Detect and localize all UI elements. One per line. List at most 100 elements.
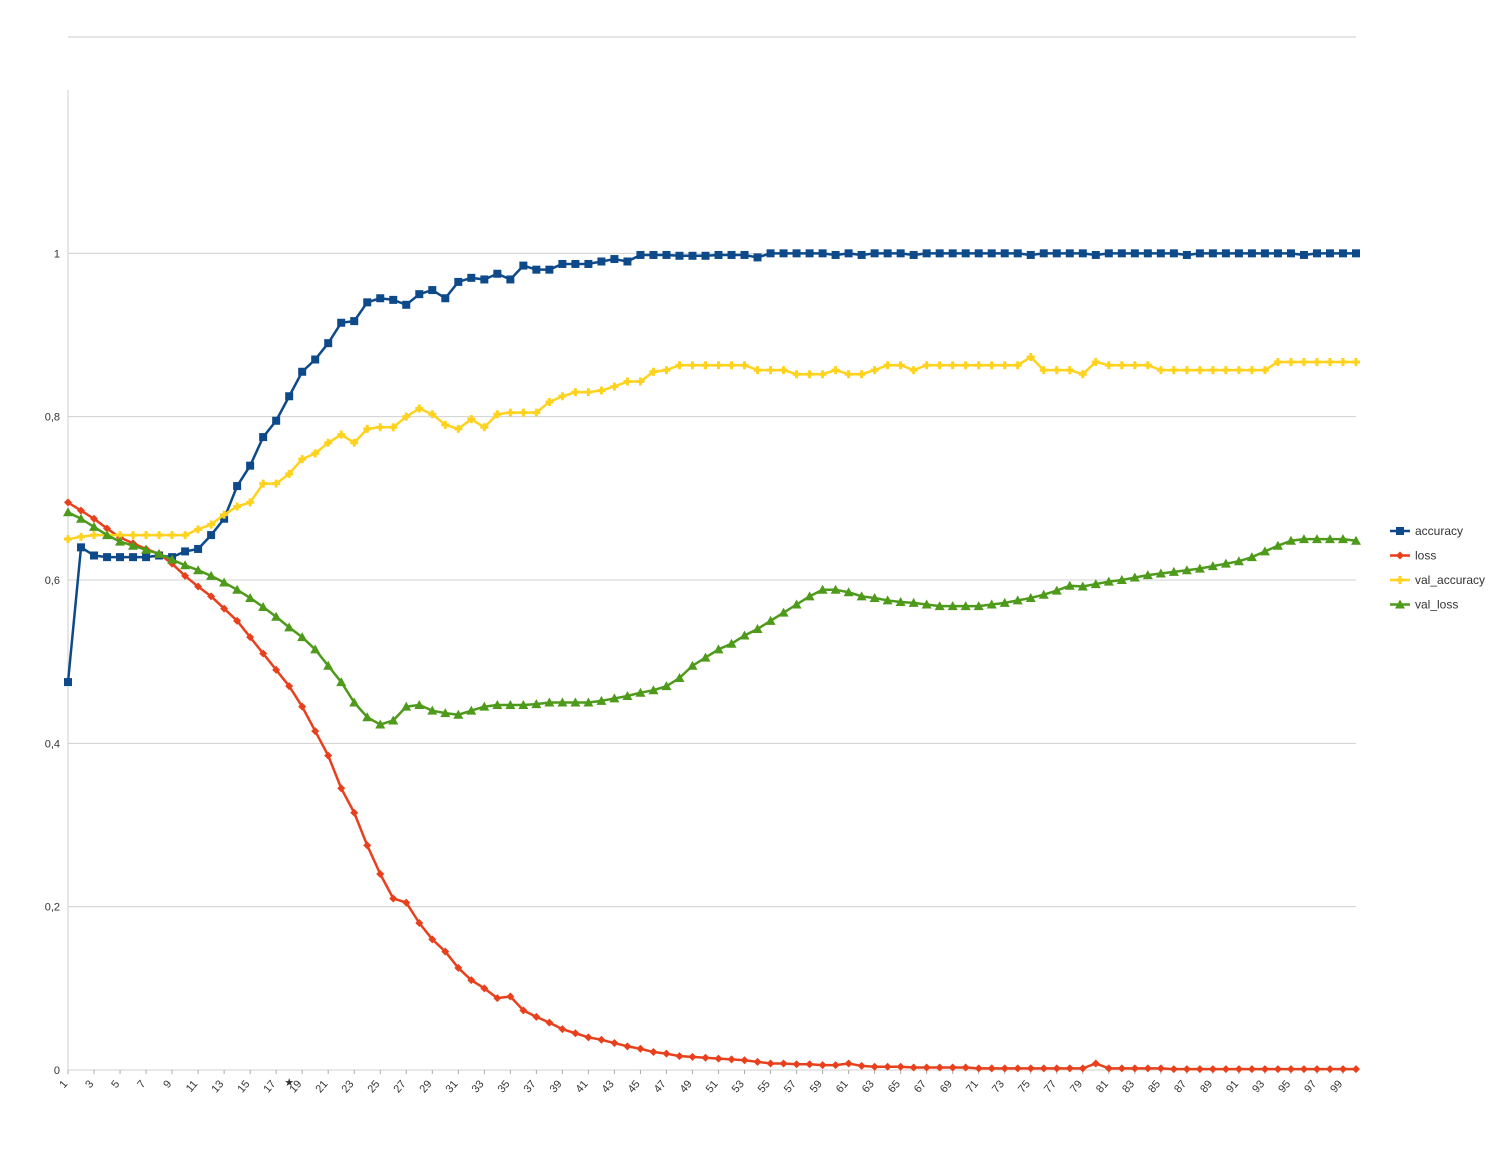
data-point-val-accuracy xyxy=(337,430,346,439)
data-point-val-accuracy xyxy=(532,408,541,417)
data-point-accuracy xyxy=(519,261,528,270)
data-point-loss xyxy=(415,919,424,927)
data-point-accuracy xyxy=(922,249,931,258)
data-point-val-loss xyxy=(700,652,711,662)
data-point-val-loss xyxy=(999,597,1010,607)
data-point-accuracy xyxy=(1325,249,1334,258)
data-point-loss xyxy=(766,1059,775,1068)
data-point-val-accuracy xyxy=(285,469,294,478)
data-point-loss xyxy=(454,963,463,972)
data-point-loss xyxy=(844,1059,853,1068)
data-point-accuracy xyxy=(584,259,593,268)
data-point-accuracy xyxy=(285,392,294,401)
data-point-val-loss xyxy=(258,601,269,611)
series-line-val-accuracy xyxy=(67,355,1356,541)
data-point-val-loss xyxy=(830,584,841,594)
data-point-accuracy xyxy=(441,294,450,303)
data-point-val-loss xyxy=(349,697,360,707)
data-point-accuracy xyxy=(883,249,892,258)
data-point-val-accuracy xyxy=(220,510,229,519)
data-point-val-accuracy xyxy=(545,397,554,406)
data-point-accuracy xyxy=(558,259,567,268)
data-point-val-accuracy xyxy=(155,531,164,540)
y-tick-label: 0,2 xyxy=(45,902,60,914)
annotation-layer: ★ xyxy=(284,1077,294,1089)
data-point-val-accuracy xyxy=(259,479,268,488)
data-point-val-loss xyxy=(1077,581,1088,591)
data-point-loss xyxy=(1026,1064,1035,1073)
data-point-val-accuracy xyxy=(1000,361,1009,370)
data-point-loss xyxy=(857,1061,866,1070)
x-tick-label: 9 xyxy=(161,1078,174,1090)
data-point-val-accuracy xyxy=(974,361,983,370)
data-point-accuracy xyxy=(948,249,957,258)
data-point-val-accuracy xyxy=(714,361,723,370)
data-point-val-loss xyxy=(1233,556,1244,566)
data-point-accuracy xyxy=(428,286,437,295)
data-point-loss xyxy=(1065,1064,1074,1073)
data-point-accuracy xyxy=(532,265,541,274)
y-tick-label: 0,4 xyxy=(45,738,60,750)
legend-swatch-marker xyxy=(1396,527,1404,535)
data-point-accuracy xyxy=(324,339,333,348)
legend-swatch-marker xyxy=(1396,551,1404,560)
data-point-val-loss xyxy=(1116,575,1127,584)
data-point-loss xyxy=(1104,1064,1113,1073)
data-point-val-loss xyxy=(479,701,490,711)
data-point-val-loss xyxy=(1351,535,1361,545)
data-point-val-accuracy xyxy=(831,366,840,375)
data-point-val-loss xyxy=(596,695,607,705)
series-accuracy xyxy=(64,249,1360,687)
data-point-accuracy xyxy=(1182,250,1191,259)
data-point-val-accuracy xyxy=(1208,366,1217,375)
series-val-accuracy xyxy=(64,353,1360,544)
data-point-val-accuracy xyxy=(610,382,619,391)
data-point-val-accuracy xyxy=(883,361,892,370)
data-point-loss xyxy=(597,1035,606,1044)
data-point-loss xyxy=(649,1048,658,1057)
x-tick-label: 75 xyxy=(1016,1078,1033,1095)
data-point-accuracy xyxy=(1273,249,1282,258)
data-point-loss xyxy=(220,604,229,613)
data-point-val-accuracy xyxy=(1312,357,1321,366)
data-point-val-accuracy xyxy=(1286,357,1295,366)
data-point-accuracy xyxy=(389,295,398,304)
data-point-loss xyxy=(909,1063,918,1072)
data-point-loss xyxy=(1299,1065,1308,1074)
data-point-loss xyxy=(285,682,294,691)
data-point-val-loss xyxy=(1181,565,1192,575)
data-point-val-loss xyxy=(427,705,438,715)
data-point-val-accuracy xyxy=(987,361,996,370)
data-point-val-loss xyxy=(128,540,139,550)
data-point-val-loss xyxy=(323,660,334,670)
x-tick-label: 95 xyxy=(1276,1078,1293,1095)
data-point-loss xyxy=(1273,1065,1282,1074)
x-tick-label: 31 xyxy=(444,1078,461,1095)
data-point-loss xyxy=(259,649,268,658)
data-point-accuracy xyxy=(1143,249,1152,258)
data-point-val-accuracy xyxy=(558,392,567,401)
data-point-val-accuracy xyxy=(246,498,255,507)
data-point-val-loss xyxy=(739,630,750,640)
data-point-val-loss xyxy=(1142,570,1153,580)
data-point-val-loss xyxy=(1324,534,1335,544)
data-point-val-accuracy xyxy=(727,361,736,370)
data-point-val-accuracy xyxy=(233,502,242,511)
data-point-loss xyxy=(363,841,372,850)
data-point-loss xyxy=(103,524,112,533)
data-point-accuracy xyxy=(1104,249,1113,258)
data-point-loss xyxy=(961,1063,970,1072)
x-tick-label: 69 xyxy=(938,1078,955,1095)
data-point-val-loss xyxy=(63,507,73,517)
data-point-accuracy xyxy=(1000,249,1009,258)
data-point-loss xyxy=(779,1059,788,1068)
data-point-val-accuracy xyxy=(467,415,476,424)
data-point-loss xyxy=(1352,1065,1360,1074)
data-point-val-loss xyxy=(414,699,425,709)
data-point-accuracy xyxy=(1234,249,1243,258)
x-tick-label: 7 xyxy=(135,1078,148,1090)
series-line-val-loss xyxy=(67,511,1357,726)
data-point-accuracy xyxy=(90,551,99,560)
data-point-val-accuracy xyxy=(1260,366,1269,375)
data-point-loss xyxy=(1091,1059,1100,1068)
